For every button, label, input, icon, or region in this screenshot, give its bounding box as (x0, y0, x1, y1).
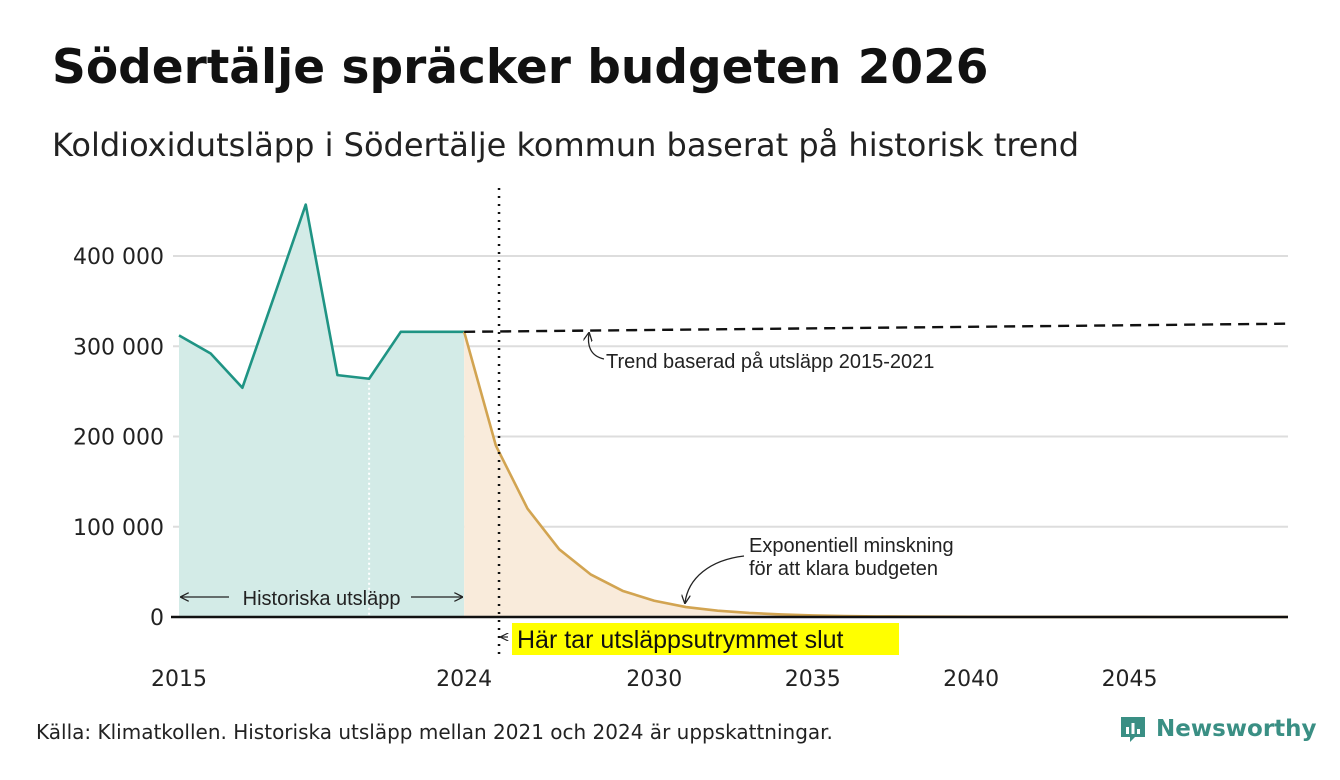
historical-line (178, 203, 465, 390)
x-tick-label: 2015 (151, 667, 207, 692)
brand-logo[interactable]: Newsworthy (1118, 714, 1317, 744)
source-note: Källa: Klimatkollen. Historiska utsläpp … (36, 720, 833, 744)
annotation-exponential-line2: för att klara budgeten (749, 558, 938, 580)
annotation-exponential-line1: Exponentiell minskning (749, 535, 954, 557)
exponential-arrow (685, 555, 745, 603)
historical-area (179, 204, 465, 617)
trend-arrow (588, 333, 605, 360)
annotations: Historiska utsläpp Trend baserad på utslä… (181, 188, 954, 656)
annotation-historical: Historiska utsläpp (243, 588, 401, 610)
x-tick-label: 2045 (1102, 667, 1158, 692)
brand-name: Newsworthy (1156, 716, 1317, 742)
chart-title: Södertälje spräcker budgeten 2026 (52, 40, 989, 95)
emissions-chart: 0 100 000 200 000 300 000 400 000 2015 2024 203… (73, 188, 1289, 692)
x-tick-label: 2030 (626, 667, 682, 692)
x-tick-label: 2040 (943, 667, 999, 692)
y-tick-label: 300 000 (73, 335, 164, 360)
y-tick-label: 400 000 (73, 245, 164, 270)
annotation-budget-end: Här tar utsläppsutrymmet slut (517, 626, 844, 654)
areas (179, 204, 1289, 617)
budget-end-highlight (512, 623, 899, 655)
x-tick-label: 2024 (436, 667, 492, 692)
annotation-trend: Trend baserad på utsläpp 2015-2021 (606, 351, 934, 373)
y-tick-label: 0 (150, 606, 164, 631)
chart-subtitle: Koldioxidutsläpp i Södertälje kommun bas… (52, 126, 1080, 164)
axes: 0 100 000 200 000 300 000 400 000 2015 2024 203… (73, 245, 1288, 692)
y-tick-label: 200 000 (73, 426, 164, 451)
newsworthy-logo-icon (1121, 717, 1145, 742)
x-tick-label: 2035 (785, 667, 841, 692)
trend-line (464, 322, 1289, 334)
y-tick-label: 100 000 (73, 516, 164, 541)
projection-area (464, 331, 1289, 617)
